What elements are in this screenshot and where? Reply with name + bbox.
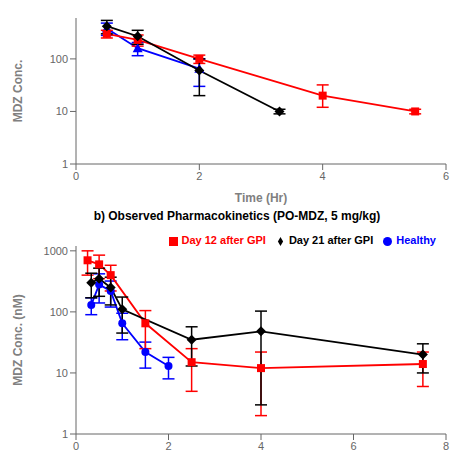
svg-text:0: 0 [73, 440, 79, 452]
svg-text:10: 10 [56, 105, 68, 117]
svg-text:1000: 1000 [44, 245, 68, 257]
html-text:Day 12 after GPI: Day 12 after GPI [181, 234, 266, 246]
svg-text:4: 4 [320, 170, 326, 182]
html-text:b) Observed Pharmacokinetics (: b) Observed Pharmacokinetics (PO-MDZ, 5 … [93, 209, 381, 223]
svg-text:1: 1 [62, 428, 68, 440]
svg-text:0: 0 [73, 170, 79, 182]
svg-text:MDZ Conc.: MDZ Conc. [11, 60, 25, 123]
svg-text:6: 6 [443, 170, 449, 182]
html-text:Healthy: Healthy [396, 234, 436, 246]
html-text:Day 21 after GPI: Day 21 after GPI [288, 234, 374, 246]
svg-text:100: 100 [50, 306, 68, 318]
svg-text:100: 100 [50, 53, 68, 65]
svg-text:8: 8 [443, 440, 449, 452]
svg-text:4: 4 [258, 440, 264, 452]
svg-text:1: 1 [62, 158, 68, 170]
svg-text:2: 2 [165, 440, 171, 452]
svg-text:2: 2 [196, 170, 202, 182]
svg-text:10: 10 [56, 367, 68, 379]
svg-text:MDZ Conc. (nM): MDZ Conc. (nM) [11, 294, 25, 385]
svg-text:Time (Hr): Time (Hr) [235, 191, 287, 205]
svg-text:6: 6 [350, 440, 356, 452]
